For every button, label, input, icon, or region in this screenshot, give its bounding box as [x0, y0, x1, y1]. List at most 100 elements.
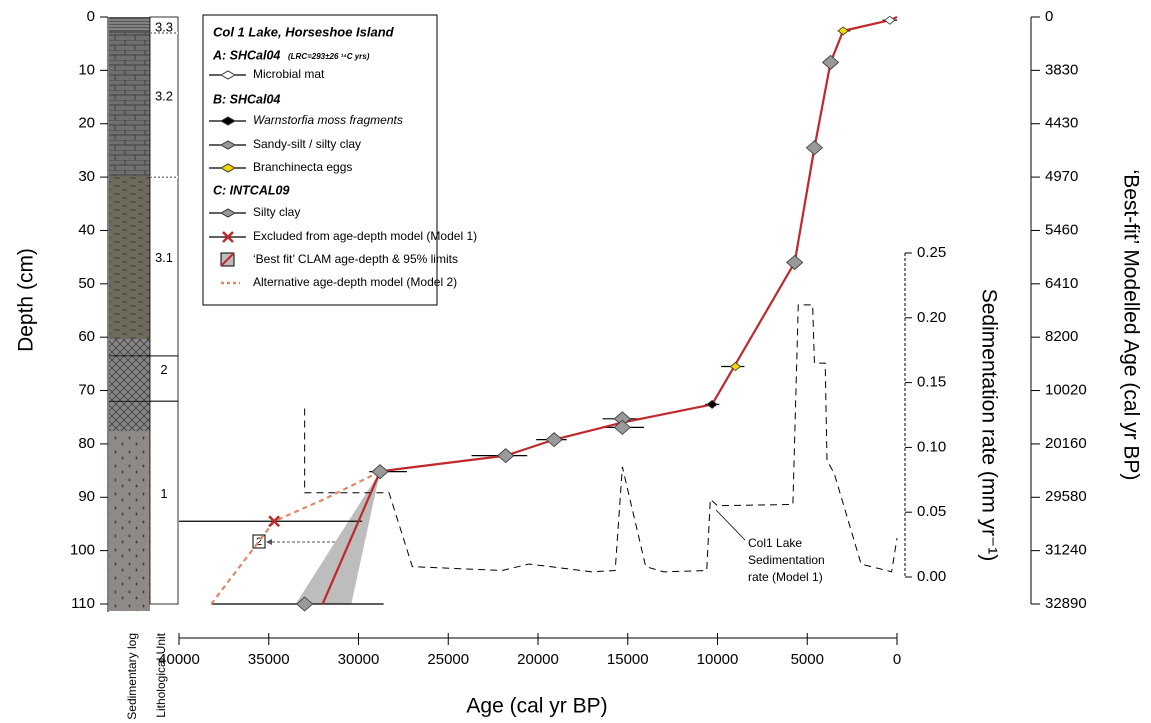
y-tick-label: 60 — [78, 328, 95, 345]
y3-tick-label: 0 — [1045, 8, 1053, 25]
x-tick-label: 25000 — [427, 651, 469, 668]
y-tick-label: 10 — [78, 61, 95, 78]
log-layer — [109, 17, 150, 33]
sample-marker — [884, 15, 896, 25]
y-tick-label: 40 — [78, 221, 95, 238]
log-layer — [109, 33, 150, 176]
unit-label: 3.1 — [155, 250, 173, 265]
y2-tick-label: 0.25 — [917, 244, 946, 261]
excluded-marker — [268, 515, 281, 528]
y-tick-label: 110 — [71, 595, 95, 612]
y-tick-label: 90 — [78, 488, 95, 505]
unit-label: 1 — [160, 486, 167, 501]
column-label: Lithological Unit — [154, 632, 168, 717]
y3-tick-label: 6410 — [1045, 275, 1078, 292]
legend-marker — [219, 140, 237, 150]
annotation: rate (Model 1) — [748, 570, 823, 584]
legend-marker — [219, 116, 237, 126]
sample-marker — [545, 432, 563, 448]
y2-tick-label: 0.20 — [917, 309, 946, 326]
y2-tick-label: 0.05 — [917, 503, 946, 520]
confidence-band — [295, 471, 381, 604]
sample-marker — [821, 54, 840, 70]
legend-section: B: SHCal04 — [213, 92, 280, 106]
sample-marker — [729, 362, 742, 372]
legend-note: (LRC=293±26 ¹⁴C yrs) — [288, 52, 370, 61]
x-tick-label: 15000 — [607, 651, 649, 668]
y-tick-label: 80 — [78, 435, 95, 452]
sample-marker — [497, 448, 515, 464]
y-tick-label: 100 — [70, 542, 95, 559]
y-tick-label: 70 — [78, 382, 95, 399]
legend-label: Excluded from age-depth model (Model 1) — [253, 229, 477, 243]
annotation: Col1 Lake — [748, 536, 802, 550]
unit-box — [149, 400, 179, 605]
x-tick-label: 0 — [893, 651, 901, 668]
y2-tick-label: 0.10 — [917, 438, 946, 455]
x-tick-label: 10000 — [697, 651, 739, 668]
y3-tick-label: 4430 — [1045, 115, 1078, 132]
y-tick-label: 30 — [78, 168, 95, 185]
annotation: Sedimentation — [748, 553, 825, 567]
x-tick-label: 20000 — [517, 651, 559, 668]
legend-marker — [219, 208, 237, 218]
legend-label: Sandy-silt / silty clay — [253, 137, 361, 151]
y2-tick-label: 0.15 — [917, 374, 946, 391]
legend-marker — [219, 70, 237, 80]
sedimentary-log — [109, 17, 150, 611]
legend-title: Col 1 Lake, Horseshoe Island — [213, 24, 395, 39]
unit-label: 3.2 — [155, 88, 173, 103]
legend-section: A: SHCal04 — [212, 48, 280, 62]
unit-box — [149, 176, 179, 357]
y3-tick-label: 29580 — [1045, 488, 1087, 505]
y3-axis-title: ‘Best-fit’ Modelled Age (cal yr BP) — [1119, 170, 1142, 481]
x-tick-label: 40000 — [158, 651, 200, 668]
model2-line — [210, 470, 381, 605]
legend-label: Branchinecta eggs — [253, 160, 352, 174]
y-tick-label: 0 — [87, 8, 95, 25]
y3-tick-label: 10020 — [1045, 382, 1087, 399]
y2-tick-label: 0.00 — [917, 568, 946, 585]
sample-marker — [837, 26, 849, 36]
log-layer — [109, 176, 150, 339]
y3-tick-label: 5460 — [1045, 221, 1078, 238]
sedimentation-line — [304, 304, 898, 573]
legend-swatch-line — [220, 252, 235, 267]
y3-tick-label: 3830 — [1045, 61, 1078, 78]
legend-section: C: INTCAL09 — [213, 183, 289, 197]
y-axis-title: Depth (cm) — [15, 248, 38, 352]
legend-label: Warnstorfia moss fragments — [253, 113, 403, 127]
annotation-leader — [715, 509, 746, 541]
legend-label: Microbial mat — [253, 67, 325, 81]
log-lines — [109, 19, 150, 30]
column-label: Sedimentary log — [125, 633, 139, 720]
y3-tick-label: 4970 — [1045, 168, 1078, 185]
y3-tick-label: 20160 — [1045, 435, 1087, 452]
model-arrow-head — [266, 539, 272, 545]
legend-marker — [222, 231, 234, 243]
unit-label: 3.3 — [155, 19, 173, 34]
sample-marker — [613, 419, 631, 435]
x-tick-label: 5000 — [791, 651, 824, 668]
unit-label: 2 — [160, 362, 167, 377]
log-layer — [109, 431, 150, 611]
x-tick-label: 35000 — [248, 651, 290, 668]
y3-tick-label: 32890 — [1045, 595, 1087, 612]
legend-label: ‘Best fit’ CLAM age-depth & 95% limits — [253, 252, 458, 266]
legend-label: Silty clay — [253, 205, 300, 219]
legend-marker — [219, 163, 237, 173]
y3-tick-label: 31240 — [1045, 542, 1087, 559]
legend-box — [202, 14, 438, 306]
log-layer — [109, 339, 150, 431]
sample-marker — [371, 464, 389, 480]
y3-tick-label: 8200 — [1045, 328, 1078, 345]
legend-label: Alternative age-depth model (Model 2) — [253, 275, 457, 289]
y-tick-label: 50 — [78, 275, 95, 292]
sample-marker — [805, 140, 824, 156]
unit-box — [149, 32, 179, 178]
y2-axis-title: Sedimentation rate (mm yr⁻¹) — [977, 289, 1000, 562]
y-tick-label: 20 — [78, 115, 95, 132]
model-label: 2 — [256, 536, 262, 548]
sample-marker — [706, 399, 718, 409]
